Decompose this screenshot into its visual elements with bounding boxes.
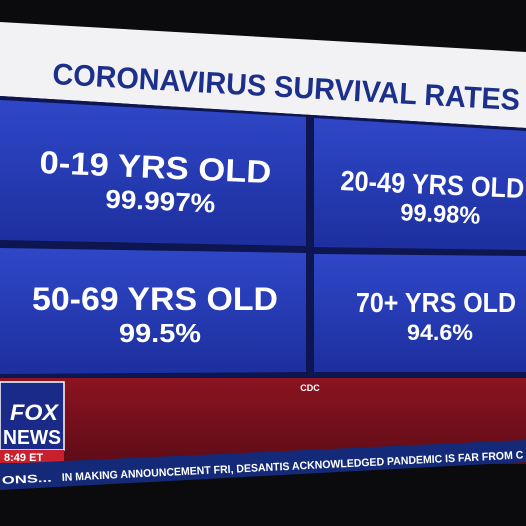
cell-label: 70+ YRS OLD [356,287,516,318]
cell-value: 99.997% [105,184,216,219]
title-band [0,22,526,128]
cell [0,248,306,374]
cell [314,118,526,250]
logo-text: NEWS [3,427,61,449]
time: 8:49 ET [4,452,43,464]
cell-value: 99.98% [400,199,481,229]
cell-value: 99.5% [119,318,201,348]
ticker-prefix: ONS... [2,473,53,487]
ticker-band [0,440,526,490]
cell [0,100,306,246]
time-box [0,450,64,463]
cell [314,254,526,372]
logo-text: FOX [10,400,59,425]
source: CDC [300,383,320,393]
cell-value: 94.6% [407,320,473,345]
cell-label: 50-69 YRS OLD [32,281,278,317]
